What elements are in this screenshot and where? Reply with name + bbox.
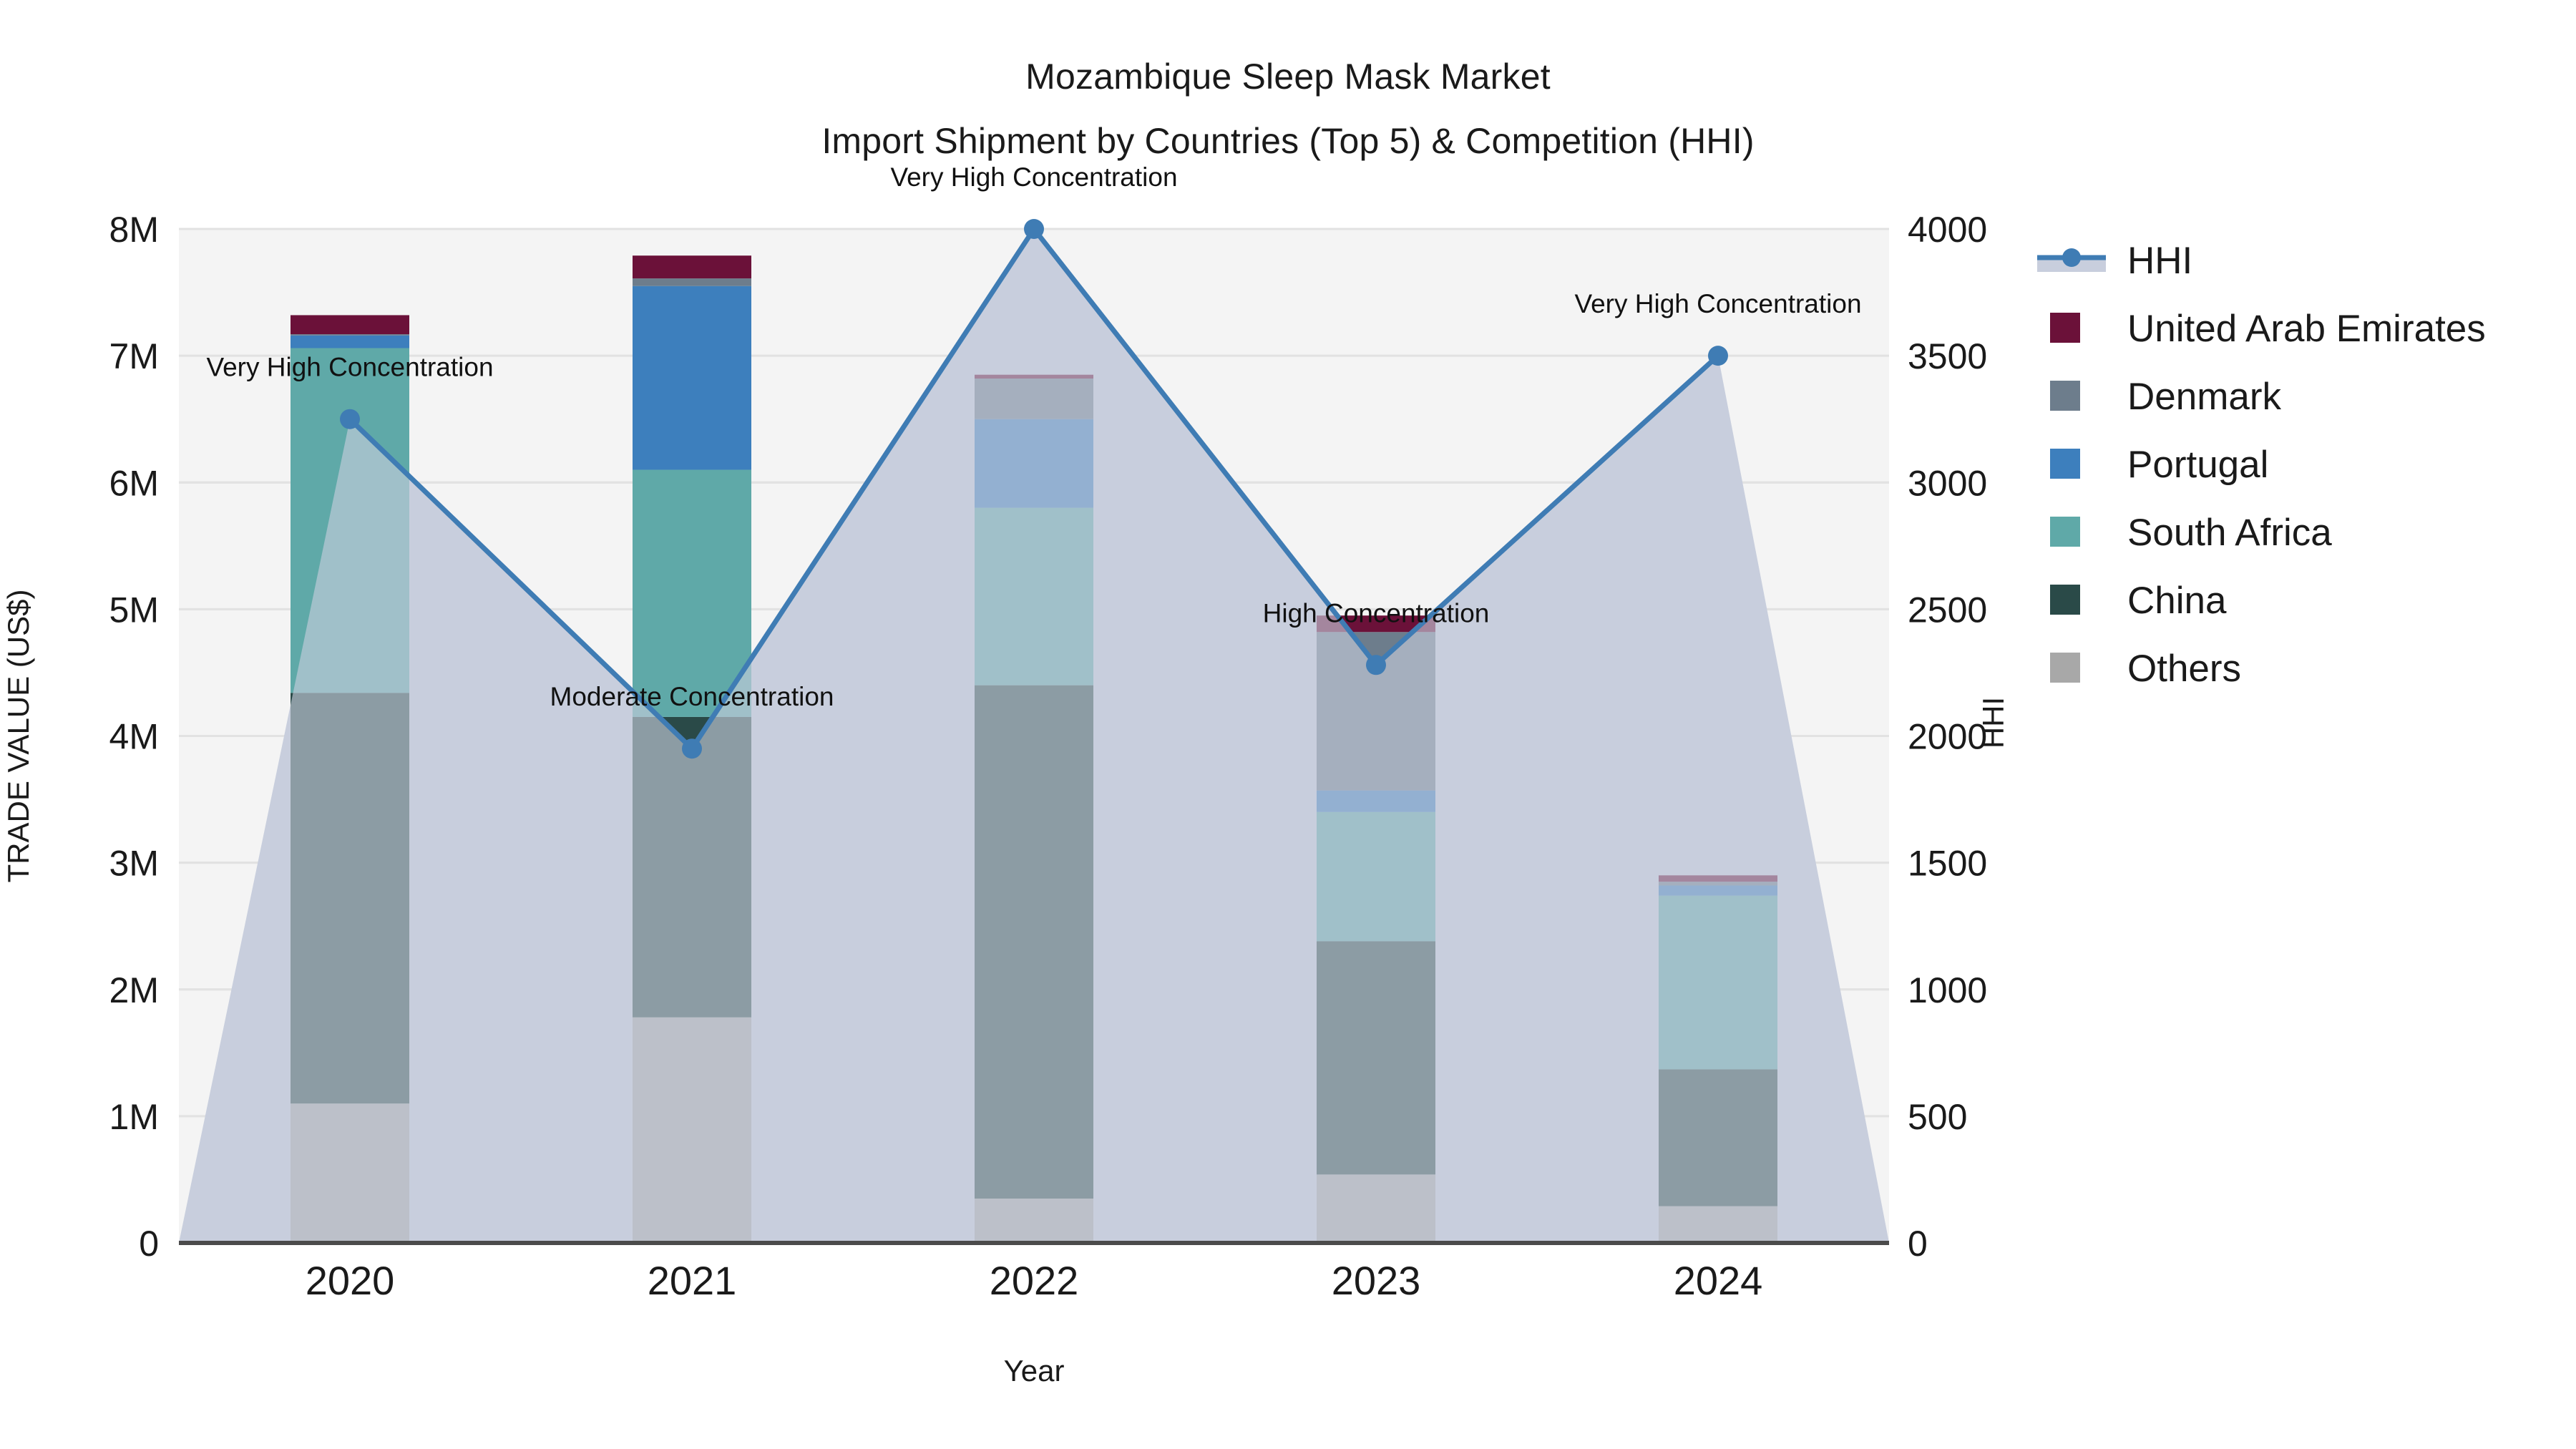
annotation-group: Very High Concentration Moderate Concentr… bbox=[206, 162, 1861, 711]
y-axis-right-tick-3000: 3000 bbox=[1908, 463, 1987, 503]
annotation-2020: Very High Concentration bbox=[206, 353, 493, 382]
legend-item-others[interactable]: Others bbox=[2050, 648, 2241, 690]
hhi-marker-2024[interactable] bbox=[1708, 346, 1728, 366]
y-axis-left-tick-2M: 2M bbox=[109, 970, 159, 1010]
bar-segment-south-africa bbox=[633, 469, 751, 717]
annotation-2021: Moderate Concentration bbox=[550, 682, 834, 711]
annotation-2024: Very High Concentration bbox=[1574, 289, 1861, 318]
y-axis-right-tick-2500: 2500 bbox=[1908, 590, 1987, 630]
bar-segment-denmark bbox=[633, 278, 751, 286]
legend-item-united-arab-emirates[interactable]: United Arab Emirates bbox=[2050, 308, 2486, 350]
annotation-2023: High Concentration bbox=[1263, 598, 1490, 628]
bar-segment-united-arab-emirates bbox=[633, 255, 751, 279]
bar-segment-portugal bbox=[633, 286, 751, 470]
hhi-area-overlay bbox=[179, 229, 1889, 1243]
hhi-marker-2021[interactable] bbox=[682, 738, 702, 759]
legend-swatch bbox=[2050, 517, 2080, 547]
y-axis-left-tick-4M: 4M bbox=[109, 717, 159, 757]
bar-segment-denmark bbox=[291, 334, 409, 336]
legend-label: Others bbox=[2127, 648, 2241, 690]
legend-label: South Africa bbox=[2127, 512, 2332, 554]
x-axis-tick-2024: 2024 bbox=[1674, 1258, 1763, 1303]
legend-label: United Arab Emirates bbox=[2127, 308, 2486, 350]
y-axis-left-tick-3M: 3M bbox=[109, 844, 159, 884]
y-axis-right-tick-3500: 3500 bbox=[1908, 336, 1987, 376]
y-axis-right-tick-2000: 2000 bbox=[1908, 717, 1987, 757]
y-axis-right-tick-4000: 4000 bbox=[1908, 210, 1987, 250]
y-axis-right-tick-0: 0 bbox=[1908, 1224, 1928, 1264]
legend-label: China bbox=[2127, 580, 2227, 622]
legend-label: Denmark bbox=[2127, 376, 2282, 418]
hhi-marker-2022[interactable] bbox=[1024, 219, 1044, 239]
y-axis-left-tick-1M: 1M bbox=[109, 1097, 159, 1137]
y-axis-right-title: HHI bbox=[1976, 697, 2010, 748]
y-axis-left-tick-0: 0 bbox=[139, 1224, 159, 1264]
legend-group: HHI United Arab Emirates Denmark Portugal So… bbox=[2037, 240, 2486, 690]
hhi-marker-2020[interactable] bbox=[340, 409, 360, 429]
chart-title-line-2: Import Shipment by Countries (Top 5) & C… bbox=[821, 121, 1755, 161]
bar-segment-portugal bbox=[291, 335, 409, 348]
x-axis-tick-2020: 2020 bbox=[306, 1258, 395, 1303]
legend-item-south-africa[interactable]: South Africa bbox=[2050, 512, 2332, 554]
y-axis-right-tick-1000: 1000 bbox=[1908, 970, 1987, 1010]
y-axis-left-tick-8M: 8M bbox=[109, 210, 159, 250]
annotation-2022: Very High Concentration bbox=[890, 162, 1177, 192]
y-axis-left-tick-5M: 5M bbox=[109, 590, 159, 630]
y-axis-left-tick-7M: 7M bbox=[109, 336, 159, 376]
legend-swatch bbox=[2050, 449, 2080, 479]
legend-label: Portugal bbox=[2127, 444, 2268, 486]
y-axis-right-tick-500: 500 bbox=[1908, 1097, 1967, 1137]
legend-item-denmark[interactable]: Denmark bbox=[2050, 376, 2282, 418]
bar-segment-united-arab-emirates bbox=[291, 315, 409, 335]
x-axis-tick-2021: 2021 bbox=[648, 1258, 737, 1303]
legend-swatch bbox=[2050, 653, 2080, 683]
y-axis-left-title: TRADE VALUE (US$) bbox=[1, 590, 35, 883]
legend-swatch bbox=[2050, 381, 2080, 411]
legend-swatch bbox=[2050, 313, 2080, 343]
y-axis-right-tick-1500: 1500 bbox=[1908, 844, 1987, 884]
x-axis-title: Year bbox=[1004, 1354, 1065, 1387]
hhi-marker-2023[interactable] bbox=[1366, 655, 1386, 675]
y-axis-left-tick-6M: 6M bbox=[109, 463, 159, 503]
x-axis-tick-2023: 2023 bbox=[1332, 1258, 1421, 1303]
legend-hhi-marker bbox=[2062, 248, 2081, 267]
axes-group: 0 1M 2M 3M 4M 5M 6M 7M 8M 0 500 1000 1500 2000 2500 300… bbox=[1, 210, 2010, 1387]
legend-label: HHI bbox=[2127, 240, 2192, 282]
legend-swatch bbox=[2050, 585, 2080, 615]
x-axis-tick-2022: 2022 bbox=[990, 1258, 1079, 1303]
chart-title-line-1: Mozambique Sleep Mask Market bbox=[1025, 57, 1551, 97]
legend-item-portugal[interactable]: Portugal bbox=[2050, 444, 2268, 486]
hhi-line-group bbox=[179, 219, 1889, 1243]
legend-item-china[interactable]: China bbox=[2050, 580, 2227, 622]
legend-item-hhi[interactable]: HHI bbox=[2037, 240, 2192, 282]
